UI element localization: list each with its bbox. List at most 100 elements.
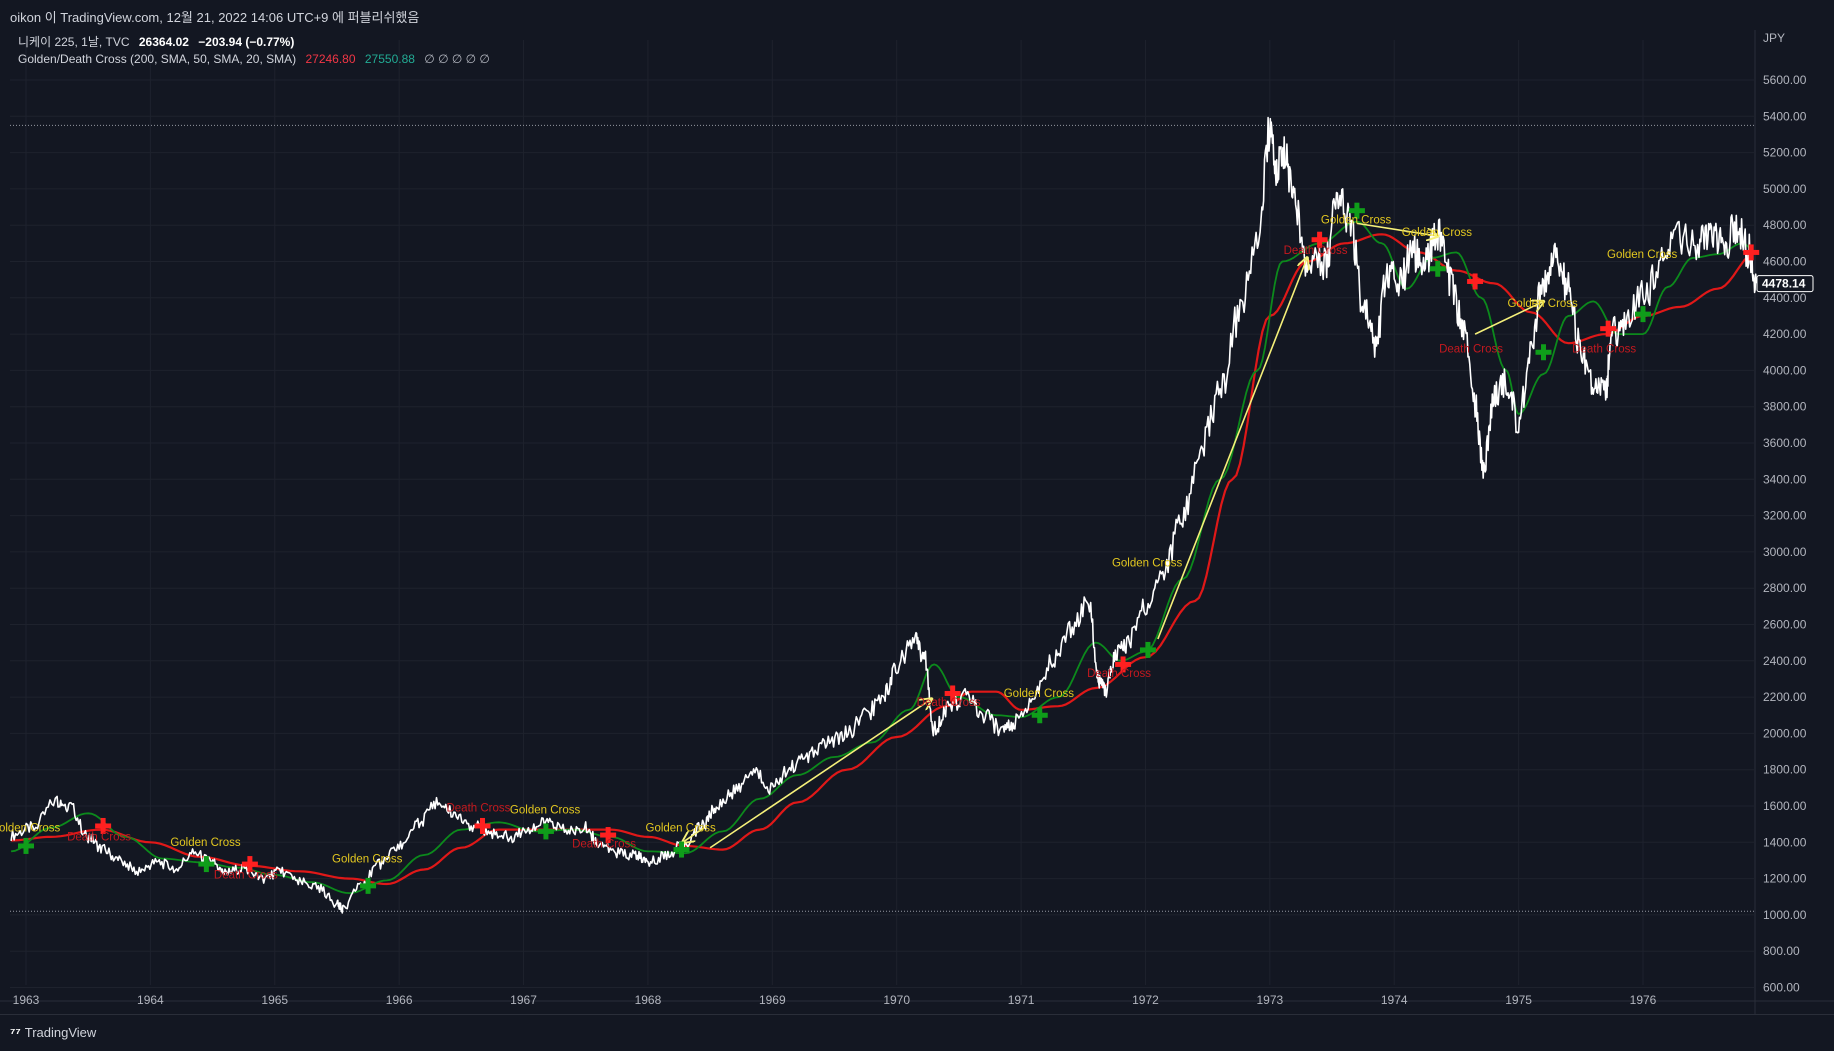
cross-bar-v: [1317, 231, 1323, 248]
tradingview-brand[interactable]: ⁷⁷ TradingView: [10, 1025, 96, 1040]
cross-bar-v: [1037, 707, 1043, 724]
cross-bar-v: [1354, 202, 1360, 219]
indicator-name: Golden/Death Cross (200, SMA, 50, SMA, 2…: [18, 52, 297, 66]
trend-arrow: [683, 827, 705, 843]
death-cross-marker: [1115, 656, 1132, 673]
golden-cross-label: Golden Cross: [170, 837, 241, 849]
y-tick-label: 1800.00: [1763, 763, 1807, 777]
indicator-value-slow: 27246.80: [305, 52, 356, 66]
cross-bar-v: [479, 817, 485, 834]
cross-bar-v: [1435, 260, 1441, 277]
x-tick-label: 1974: [1381, 993, 1408, 1007]
x-tick-label: 1968: [635, 993, 662, 1007]
current-price-box: [1756, 275, 1814, 293]
golden-cross-marker: [360, 877, 377, 894]
x-tick-label: 1965: [261, 993, 288, 1007]
y-tick-label: 800.00: [1763, 944, 1800, 958]
cross-bar-v: [1540, 344, 1546, 361]
y-tick-label: 2800.00: [1763, 581, 1807, 595]
indicator-value-fast: 27550.88: [364, 52, 415, 66]
current-price-label: 4478.14: [1762, 277, 1806, 291]
golden-cross-label: Golden Cross: [332, 853, 403, 865]
death-cross-marker: [1311, 231, 1328, 248]
cross-bar-v: [100, 817, 106, 834]
x-tick-label: 1975: [1505, 993, 1532, 1007]
golden-cross-label: Golden Cross: [0, 822, 61, 834]
golden-cross-marker: [1139, 641, 1156, 658]
x-tick-label: 1970: [883, 993, 910, 1007]
death-cross-marker: [241, 856, 258, 873]
y-tick-label: 5600.00: [1763, 73, 1807, 87]
price-change: −203.94 (−0.77%): [198, 35, 295, 49]
death-cross-marker: [1467, 273, 1484, 290]
y-tick-label: 4400.00: [1763, 291, 1807, 305]
trend-arrow: [1474, 301, 1543, 335]
x-tick-label: 1966: [386, 993, 413, 1007]
death-cross-label: Death Cross: [1572, 343, 1636, 355]
death-cross-marker: [1600, 320, 1617, 337]
y-tick-label: 3600.00: [1763, 436, 1807, 450]
cross-bar-v: [1120, 656, 1126, 673]
cross-bar-v: [365, 877, 371, 894]
chart-grid: [0, 30, 1834, 1015]
y-tick-label: 1600.00: [1763, 799, 1807, 813]
cross-bar-v: [543, 823, 549, 840]
golden-cross-label: Golden Cross: [1507, 298, 1578, 310]
y-tick-label: 4200.00: [1763, 327, 1807, 341]
symbol-title: 니케이 225, 1날, TVC: [18, 35, 130, 49]
tradingview-logo-icon: ⁷⁷: [10, 1025, 21, 1040]
cross-bar-v: [247, 856, 253, 873]
chart-legend[interactable]: 니케이 225, 1날, TVC 26364.02 −203.94 (−0.77…: [18, 34, 490, 68]
x-tick-label: 1963: [13, 993, 40, 1007]
price-line: [10, 116, 1757, 914]
y-tick-label: 5200.00: [1763, 146, 1807, 160]
time-axis[interactable]: 1963 1964 1965 1966 1967 1968 1969 1970 1971 1972…: [13, 993, 1657, 1007]
trend-arrow: [1356, 222, 1438, 236]
y-tick-label: 4600.00: [1763, 255, 1807, 269]
death-cross-marker: [600, 827, 617, 844]
y-tick-label: 600.00: [1763, 981, 1800, 995]
y-tick-label: 4000.00: [1763, 363, 1807, 377]
y-tick-label: 1200.00: [1763, 872, 1807, 886]
footer-bar: ⁷⁷ TradingView: [0, 1014, 1834, 1051]
cross-bar-v: [1640, 306, 1646, 323]
last-price: 26364.02: [138, 35, 189, 49]
golden-cross-label: Golden Cross: [1004, 688, 1075, 700]
death-cross-label: Death Cross: [1439, 343, 1503, 355]
cross-bar-v: [203, 856, 209, 873]
cross-bar-v: [1145, 641, 1151, 658]
golden-cross-label: Golden Cross: [646, 822, 717, 834]
death-cross-label: Death Cross: [1284, 245, 1348, 257]
y-tick-label: 3000.00: [1763, 545, 1807, 559]
price-axis[interactable]: 5600.00 5400.00 5200.00 5000.00 4800.00 4600.…: [1756, 31, 1814, 995]
golden-cross-marker: [1635, 306, 1651, 323]
y-tick-label: 4800.00: [1763, 218, 1807, 232]
x-tick-label: 1964: [137, 993, 164, 1007]
golden-cross-label: Golden Cross: [1402, 227, 1473, 239]
death-cross-marker: [95, 817, 112, 834]
x-tick-label: 1969: [759, 993, 786, 1007]
golden-cross-marker: [18, 837, 34, 854]
death-cross-label: Death Cross: [446, 802, 510, 814]
symbol-legend-row[interactable]: 니케이 225, 1날, TVC 26364.02 −203.94 (−0.77…: [18, 34, 490, 51]
cross-bar-v: [1472, 273, 1478, 290]
currency-label: JPY: [1763, 31, 1785, 45]
indicator-legend-row[interactable]: Golden/Death Cross (200, SMA, 50, SMA, 2…: [18, 51, 490, 68]
y-tick-label: 2000.00: [1763, 726, 1807, 740]
golden-cross-label: Golden Cross: [1607, 249, 1678, 261]
death-cross-marker: [944, 685, 961, 702]
x-tick-label: 1971: [1008, 993, 1035, 1007]
golden-cross-marker: [537, 823, 554, 840]
golden-cross-label: Golden Cross: [1112, 557, 1183, 569]
golden-cross-marker: [1348, 202, 1365, 219]
cross-bar-v: [1605, 320, 1611, 337]
y-tick-label: 2400.00: [1763, 654, 1807, 668]
y-tick-label: 3800.00: [1763, 400, 1807, 414]
x-tick-label: 1976: [1630, 993, 1657, 1007]
death-cross-label: Death Cross: [1087, 668, 1151, 680]
golden-cross-marker: [1429, 260, 1446, 277]
y-tick-label: 5400.00: [1763, 109, 1807, 123]
y-tick-label: 2600.00: [1763, 618, 1807, 632]
